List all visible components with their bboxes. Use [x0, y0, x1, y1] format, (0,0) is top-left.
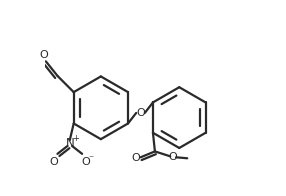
Text: O: O [132, 153, 140, 163]
Text: O: O [136, 108, 145, 118]
Text: O: O [81, 157, 90, 167]
Text: O: O [49, 157, 58, 167]
Text: N: N [65, 137, 74, 150]
Text: O: O [169, 152, 178, 162]
Text: O: O [39, 50, 48, 61]
Text: ⁻: ⁻ [88, 154, 94, 164]
Text: +: + [72, 134, 79, 143]
